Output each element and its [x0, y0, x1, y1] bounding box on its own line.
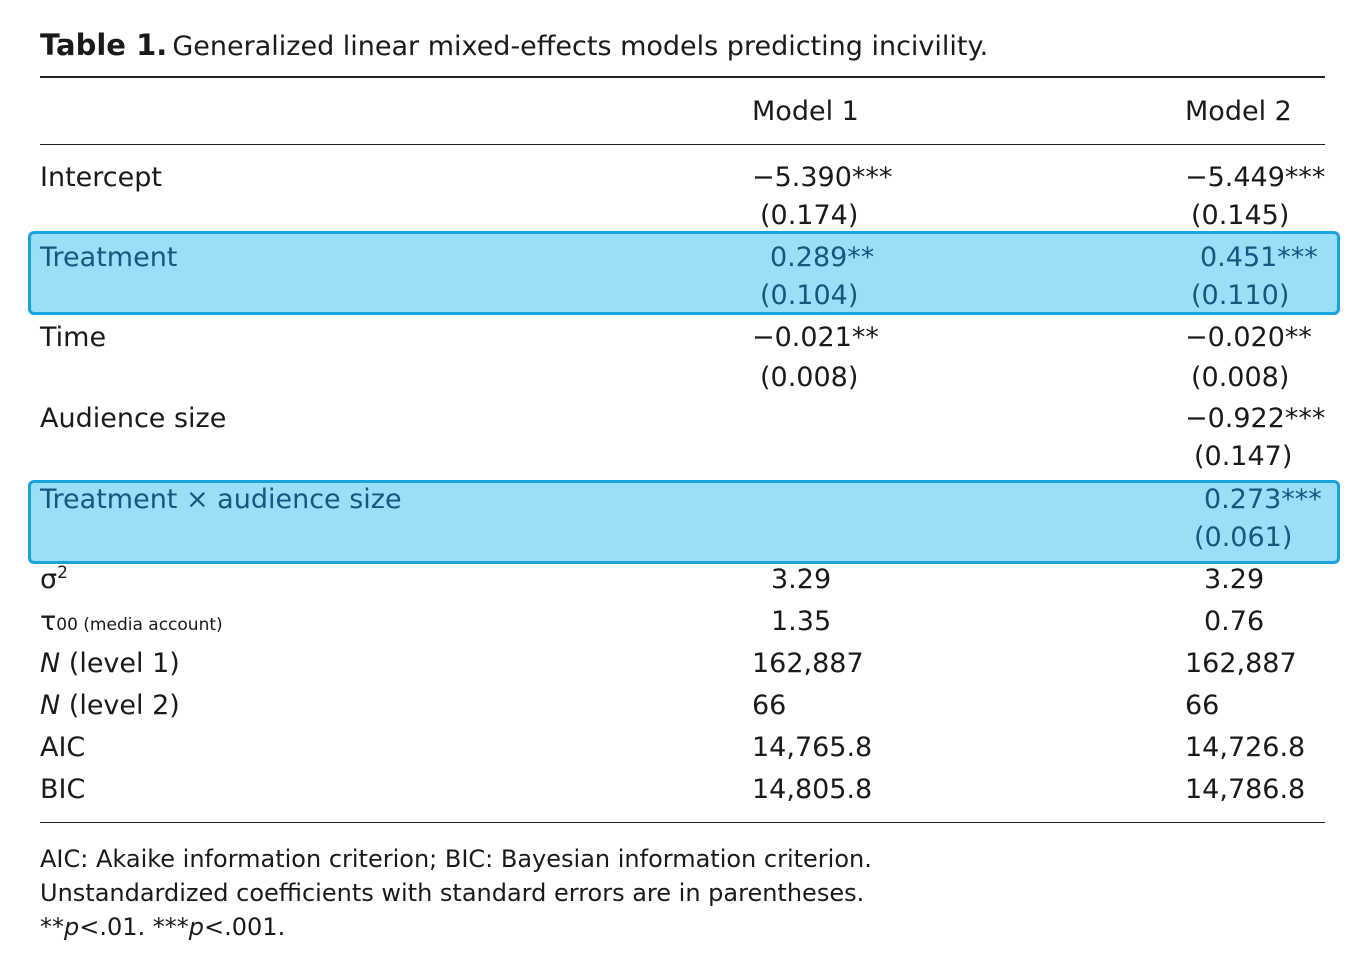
- sigma-symbol: σ: [40, 564, 58, 595]
- tau00-model-1: 1.35: [771, 606, 832, 637]
- intercept-model-2-se: (0.145): [1191, 200, 1290, 231]
- highlight-treatment-row: [28, 231, 1340, 315]
- header-rule: [40, 144, 1325, 145]
- note-sig-threshold-2: <.001.: [204, 913, 286, 941]
- note-sig-stars-1: **: [40, 913, 64, 941]
- top-rule: [40, 76, 1325, 78]
- interaction-model-2-se: (0.061): [1194, 522, 1293, 553]
- n-level-2-model-2: 66: [1185, 690, 1220, 721]
- n-level-1-model-2: 162,887: [1185, 648, 1297, 679]
- n-level-2-text: (level 2): [60, 690, 180, 721]
- note-significance: **p<.01. ***p<.001.: [40, 913, 285, 941]
- audience-size-model-2-se: (0.147): [1194, 441, 1293, 472]
- intercept-model-1-se: (0.174): [760, 200, 859, 231]
- table-caption: Generalized linear mixed-effects models …: [172, 31, 989, 62]
- row-label-bic: BIC: [40, 774, 86, 805]
- column-header-model-2: Model 2: [1185, 96, 1292, 127]
- tau00-model-2: 0.76: [1204, 606, 1265, 637]
- row-label-aic: AIC: [40, 732, 86, 763]
- row-label-sigma-squared: σ2: [40, 564, 68, 596]
- n-symbol: N: [40, 648, 61, 679]
- treatment-model-1-coef: 0.289**: [770, 242, 875, 273]
- row-label-treatment: Treatment: [40, 242, 178, 273]
- bic-model-1: 14,805.8: [752, 774, 873, 805]
- bottom-rule: [40, 822, 1325, 823]
- table-number: Table 1.: [40, 28, 168, 62]
- row-label-time: Time: [40, 322, 107, 353]
- note-sig-threshold-1: <.01. ***: [79, 913, 189, 941]
- sigma-squared-model-2: 3.29: [1204, 564, 1265, 595]
- table-title: Table 1. Generalized linear mixed-effect…: [40, 28, 988, 62]
- time-model-1-coef: −0.021**: [752, 322, 879, 353]
- treatment-model-1-se: (0.104): [760, 280, 859, 311]
- sigma-superscript: 2: [57, 563, 68, 583]
- time-model-1-se: (0.008): [760, 362, 859, 393]
- treatment-model-2-coef: 0.451***: [1200, 242, 1318, 273]
- note-p-2: p: [188, 913, 205, 941]
- row-label-n-level-1: N (level 1): [40, 648, 180, 680]
- note-abbreviations: AIC: Akaike information criterion; BIC: …: [40, 845, 872, 873]
- treatment-model-2-se: (0.110): [1191, 280, 1290, 311]
- intercept-model-1-coef: −5.390***: [752, 162, 893, 193]
- aic-model-2: 14,726.8: [1185, 732, 1306, 763]
- bic-model-2: 14,786.8: [1185, 774, 1306, 805]
- sigma-squared-model-1: 3.29: [771, 564, 832, 595]
- row-label-interaction: Treatment × audience size: [40, 484, 402, 515]
- n-level-1-text: (level 1): [60, 648, 180, 679]
- highlight-interaction-row: [28, 480, 1340, 564]
- audience-size-model-2-coef: −0.922***: [1185, 403, 1326, 434]
- tau-symbol: τ: [40, 606, 57, 637]
- tau-subscript: 00 (media account): [56, 615, 223, 635]
- time-model-2-se: (0.008): [1191, 362, 1290, 393]
- time-model-2-coef: −0.020**: [1185, 322, 1312, 353]
- column-header-model-1: Model 1: [752, 96, 859, 127]
- note-p-1: p: [64, 913, 80, 941]
- row-label-n-level-2: N (level 2): [40, 690, 180, 722]
- aic-model-1: 14,765.8: [752, 732, 873, 763]
- row-label-intercept: Intercept: [40, 162, 162, 193]
- interaction-model-2-coef: 0.273***: [1204, 484, 1322, 515]
- note-coefficients: Unstandardized coefficients with standar…: [40, 879, 865, 907]
- n-level-1-model-1: 162,887: [752, 648, 864, 679]
- intercept-model-2-coef: −5.449***: [1185, 162, 1326, 193]
- n-level-2-model-1: 66: [752, 690, 787, 721]
- n-symbol: N: [40, 690, 61, 721]
- row-label-audience-size: Audience size: [40, 403, 227, 434]
- row-label-tau00: τ00 (media account): [40, 606, 223, 641]
